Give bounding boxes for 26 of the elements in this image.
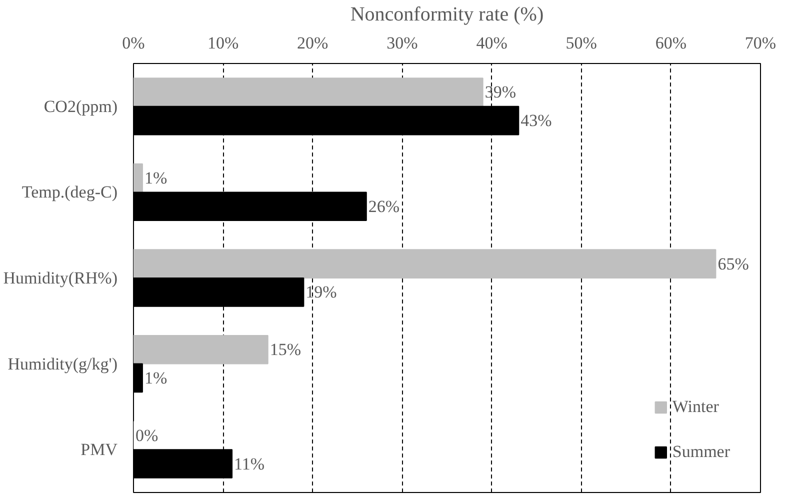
- data-label: 65%: [718, 254, 749, 274]
- x-tick-label: 0%: [122, 34, 145, 52]
- x-tick-label: 50%: [566, 34, 597, 52]
- x-axis-title: Nonconformity rate (%): [350, 4, 544, 26]
- data-label: 1%: [144, 168, 168, 188]
- data-label: 43%: [520, 111, 552, 130]
- legend-label: Winter: [672, 397, 719, 417]
- data-label: 1%: [144, 368, 168, 388]
- x-tick-label: 30%: [386, 34, 418, 52]
- data-label: 11%: [234, 454, 265, 474]
- y-tick-label: Temp.(deg-C): [22, 182, 118, 202]
- y-tick-label: CO2(ppm): [44, 96, 118, 116]
- data-label: 39%: [484, 82, 516, 102]
- data-label: 19%: [306, 282, 337, 302]
- x-tick-label: 20%: [297, 34, 328, 52]
- legend-label: Summer: [672, 442, 730, 462]
- data-label: 0%: [136, 426, 158, 445]
- data-label: 15%: [270, 340, 302, 360]
- y-tick-label: Humidity(g/kg'): [8, 354, 118, 374]
- y-tick-label: PMV: [80, 440, 118, 460]
- x-tick-label: 40%: [476, 34, 508, 52]
- y-tick-label: Humidity(RH%): [3, 268, 118, 288]
- x-tick-label: 60%: [655, 34, 687, 52]
- x-tick-label: 10%: [207, 34, 239, 52]
- data-label: 26%: [368, 196, 400, 216]
- x-tick-label: 70%: [744, 34, 776, 52]
